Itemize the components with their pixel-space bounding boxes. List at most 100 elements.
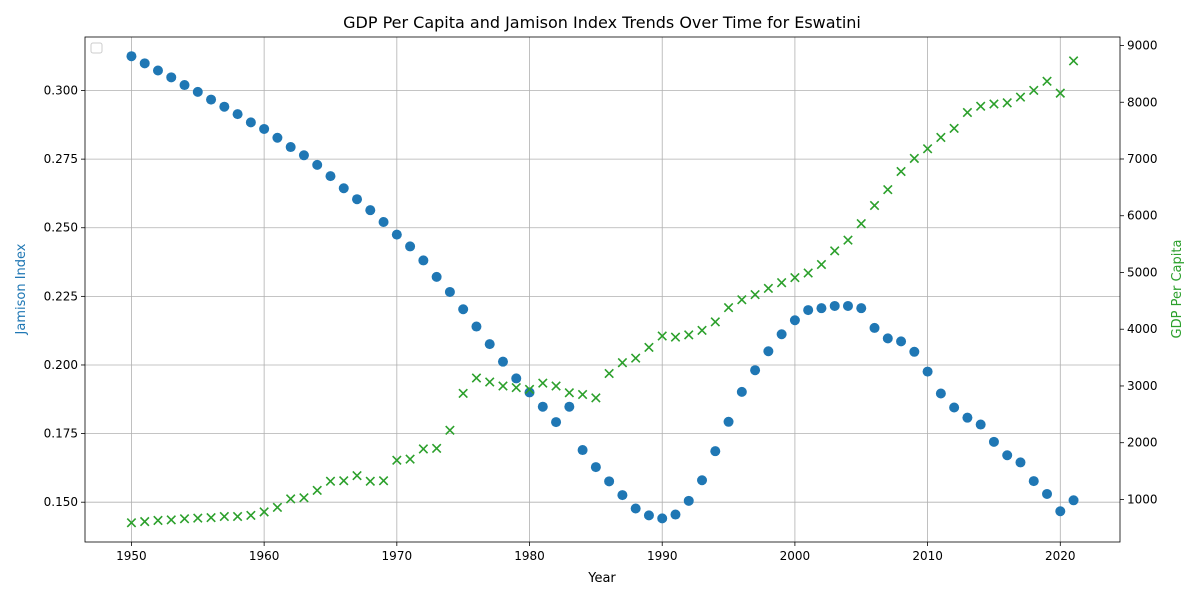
- jamison-point: [418, 255, 429, 266]
- x-tick-label: 2010: [912, 549, 943, 563]
- jamison-point: [882, 333, 893, 344]
- jamison-point: [630, 503, 641, 514]
- gdp-point: [737, 294, 747, 305]
- jamison-point: [551, 417, 562, 428]
- jamison-point: [803, 305, 814, 316]
- gdp-point: [790, 272, 800, 283]
- jamison-point: [352, 194, 363, 205]
- jamison-point: [789, 315, 800, 326]
- gdp-point: [325, 476, 336, 487]
- jamison-point: [471, 321, 482, 332]
- gdp-point: [338, 475, 349, 486]
- gdp-point: [445, 425, 455, 435]
- gdp-point: [524, 384, 535, 395]
- gdp-point: [829, 246, 840, 256]
- jamison-point: [166, 72, 177, 83]
- jamison-point: [643, 510, 654, 521]
- jamison-point: [697, 475, 708, 486]
- jamison-point: [1055, 506, 1066, 517]
- gdp-point: [564, 388, 575, 398]
- gdp-point: [750, 289, 760, 300]
- gdp-point: [285, 494, 296, 504]
- gdp-point: [630, 353, 641, 363]
- y-left-axis-ticks: 0.150 0.175 0.200 0.225 0.250 0.275 0.300: [44, 84, 85, 509]
- jamison-point: [842, 300, 853, 311]
- gdp-point: [418, 444, 429, 454]
- y-left-tick-label: 0.225: [44, 289, 78, 303]
- gdp-point: [843, 235, 853, 245]
- y-right-tick-label: 9000: [1127, 39, 1158, 53]
- jamison-point: [816, 303, 827, 314]
- gdp-point: [604, 368, 614, 379]
- gdp-point: [975, 101, 986, 111]
- y-left-tick-label: 0.150: [44, 495, 78, 509]
- jamison-point: [431, 271, 442, 282]
- gdp-point: [723, 302, 734, 313]
- jamison-point: [670, 509, 681, 520]
- plot-frame: [84, 36, 1121, 543]
- gdp-point: [471, 373, 482, 383]
- y-left-tick-label: 0.275: [44, 152, 78, 166]
- gdp-point: [153, 515, 163, 526]
- gdp-point: [577, 389, 588, 400]
- jamison-point: [776, 329, 787, 340]
- jamison-point: [312, 159, 323, 170]
- jamison-point: [444, 286, 455, 297]
- y-left-tick-label: 0.250: [44, 221, 78, 235]
- x-tick-label: 1990: [647, 549, 678, 563]
- jamison-point: [617, 490, 628, 501]
- jamison-point: [537, 401, 548, 412]
- y-left-tick-label: 0.300: [44, 84, 78, 98]
- gdp-point: [551, 381, 561, 391]
- jamison-point: [962, 412, 973, 423]
- gdp-point: [299, 492, 309, 503]
- jamison-point: [564, 401, 575, 412]
- y-right-tick-label: 1000: [1127, 492, 1158, 506]
- y-left-tick-label: 0.175: [44, 427, 78, 441]
- jamison-point: [139, 58, 150, 69]
- gdp-point: [710, 317, 721, 327]
- y-right-tick-label: 6000: [1127, 209, 1158, 223]
- gdp-point: [378, 475, 389, 486]
- jamison-point: [577, 445, 588, 456]
- jamison-point: [949, 402, 960, 413]
- jamison-point: [763, 346, 774, 357]
- x-axis-ticks: 1950 1960 1970 1980 1990 2000 2010 2020: [116, 542, 1076, 563]
- jamison-point: [856, 303, 867, 314]
- y-right-tick-label: 7000: [1127, 152, 1158, 166]
- gdp-point: [458, 388, 468, 399]
- gdp-point: [259, 507, 269, 517]
- gdp-point: [962, 107, 973, 118]
- jamison-point: [511, 373, 522, 384]
- series-gdp-per-capita: [126, 56, 1079, 528]
- gdp-point: [272, 502, 283, 513]
- jamison-point: [1068, 495, 1079, 506]
- gdp-point: [856, 218, 867, 229]
- gdp-point: [139, 516, 150, 527]
- jamison-point: [750, 365, 761, 376]
- jamison-point: [272, 132, 283, 143]
- jamison-point: [285, 142, 296, 153]
- gdp-point: [989, 99, 999, 109]
- jamison-point: [365, 205, 376, 216]
- jamison-point: [922, 366, 933, 377]
- gdp-point: [644, 342, 654, 353]
- gdp-point: [1002, 98, 1012, 108]
- y-right-tick-label: 8000: [1127, 95, 1158, 109]
- gdp-point: [166, 515, 177, 525]
- gdp-point: [657, 331, 667, 341]
- y-right-tick-label: 4000: [1127, 322, 1158, 336]
- jamison-point: [219, 101, 230, 112]
- jamison-point: [683, 495, 694, 506]
- jamison-point: [497, 356, 508, 367]
- jamison-point: [935, 388, 946, 399]
- jamison-point: [723, 416, 734, 427]
- jamison-point: [405, 241, 416, 252]
- jamison-point: [909, 346, 920, 357]
- jamison-point: [152, 65, 163, 76]
- grid-lines: [85, 37, 1120, 542]
- jamison-point: [657, 513, 668, 524]
- gdp-point: [670, 332, 681, 342]
- jamison-point: [604, 476, 615, 487]
